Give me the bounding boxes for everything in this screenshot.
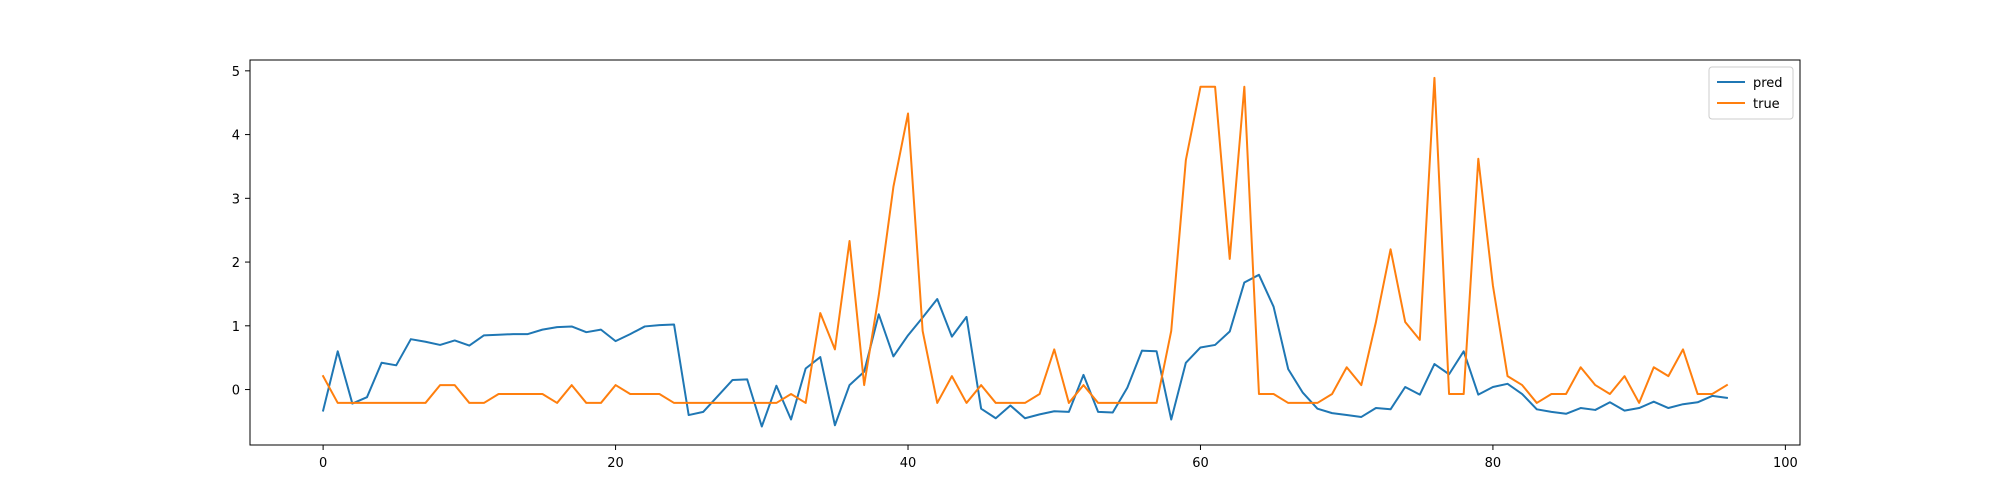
y-tick-label: 0 [232, 384, 240, 399]
x-tick-label: 80 [1485, 456, 1502, 471]
x-tick-label: 40 [900, 456, 917, 471]
legend-box [1708, 66, 1794, 120]
y-tick-label: 2 [232, 256, 240, 271]
y-tick-label: 5 [232, 65, 240, 80]
y-tick-label: 3 [232, 192, 240, 207]
x-tick-label: 20 [607, 456, 624, 471]
axes: 0 20 40 60 80 100 0 1 2 3 4 5 [232, 59, 1801, 471]
y-tick-label: 1 [232, 320, 240, 335]
series-line-true [321, 76, 1729, 404]
axes-frame [249, 59, 1801, 446]
y-tick-label: 4 [232, 129, 240, 144]
legend-label-pred: pred [1753, 76, 1783, 91]
series-line-pred [321, 273, 1729, 428]
plot-area [321, 76, 1729, 428]
x-tick-label: 0 [319, 456, 327, 471]
legend-label-true: true [1753, 97, 1780, 112]
x-tick-label: 100 [1773, 456, 1798, 471]
legend: pred true [1708, 66, 1794, 120]
x-tick-label: 60 [1192, 456, 1209, 471]
